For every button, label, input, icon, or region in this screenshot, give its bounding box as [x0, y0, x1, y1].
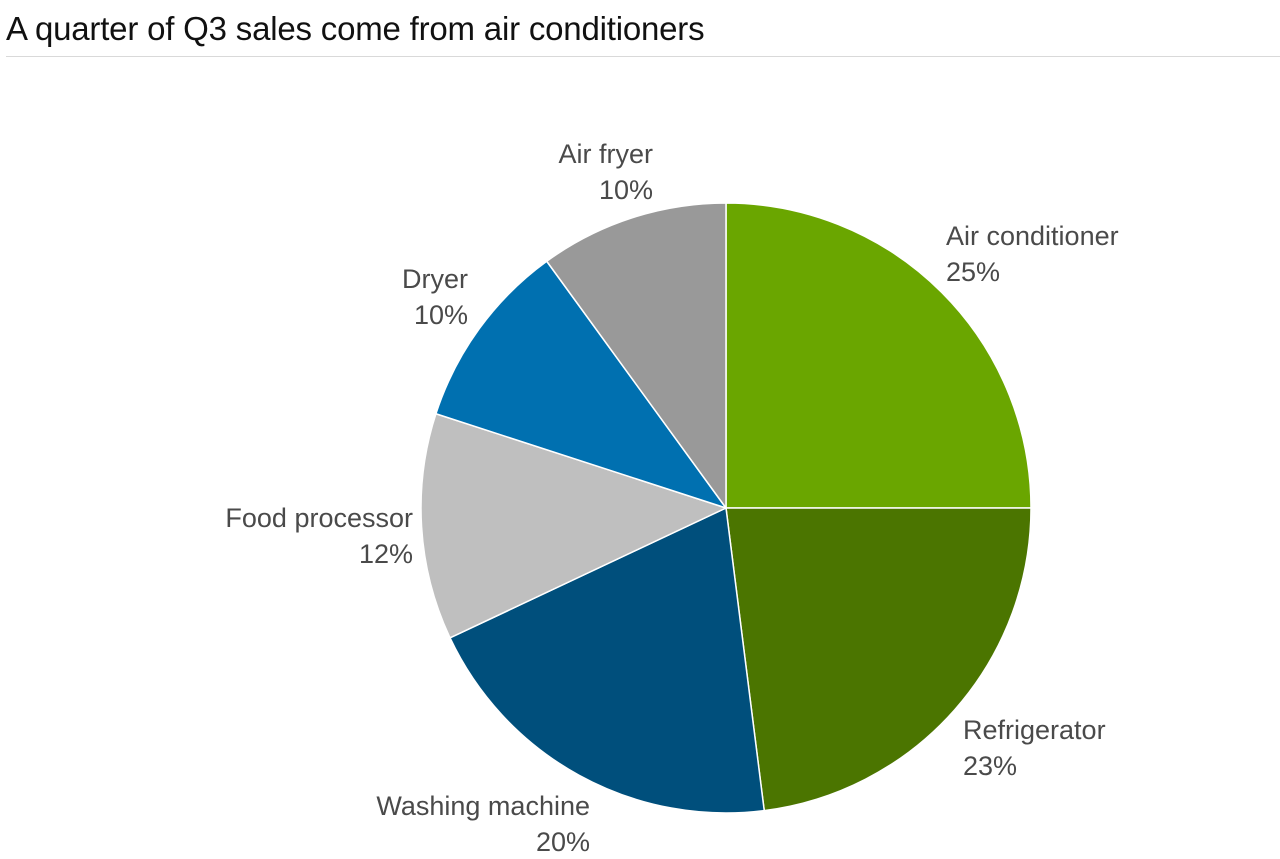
- pie-slices: [420, 202, 1032, 814]
- pie-slice-washing-machine: [449, 507, 765, 814]
- pie-slice-dryer: [435, 260, 727, 509]
- slice-label-refrigerator: Refrigerator: [963, 715, 1106, 745]
- slice-value-air-fryer: 10%: [599, 175, 653, 205]
- slice-value-refrigerator: 23%: [963, 751, 1017, 781]
- title-divider: [6, 56, 1280, 57]
- slice-label-dryer: Dryer: [402, 264, 468, 294]
- slice-value-dryer: 10%: [414, 300, 468, 330]
- pie-slice-refrigerator: [725, 507, 1032, 812]
- slice-value-air-conditioner: 25%: [946, 257, 1000, 287]
- slice-label-washing-machine: Washing machine: [376, 791, 590, 821]
- pie-slice-air-conditioner: [725, 202, 1032, 509]
- slice-label-food-processor: Food processor: [225, 503, 413, 533]
- slice-value-washing-machine: 20%: [536, 827, 590, 857]
- pie-slice-food-processor: [420, 413, 727, 639]
- chart-title: A quarter of Q3 sales come from air cond…: [6, 10, 705, 47]
- pie-labels: Air conditioner 25% Refrigerator 23% Washing…: [225, 139, 1118, 857]
- slice-label-air-fryer: Air fryer: [559, 139, 654, 169]
- slice-value-food-processor: 12%: [359, 539, 413, 569]
- pie-slice-air-fryer: [545, 202, 727, 509]
- slice-label-air-conditioner: Air conditioner: [946, 221, 1119, 251]
